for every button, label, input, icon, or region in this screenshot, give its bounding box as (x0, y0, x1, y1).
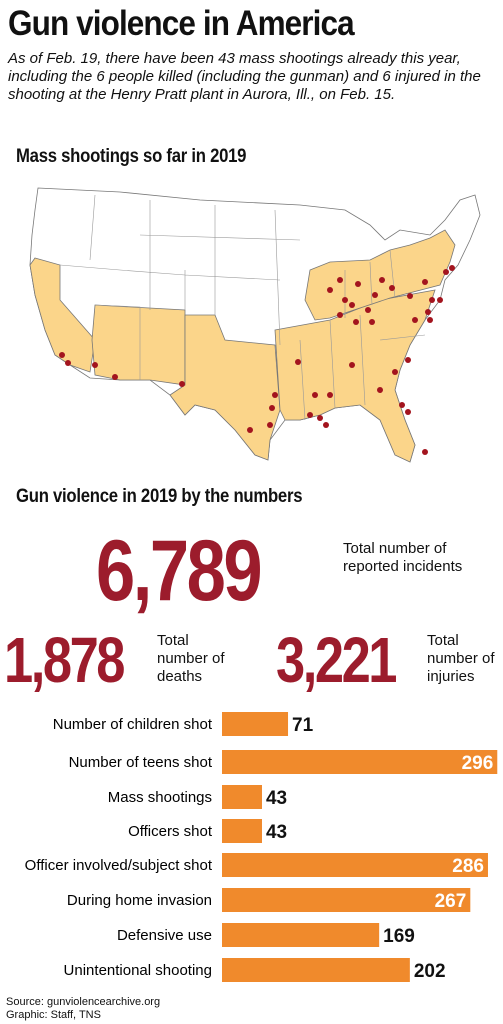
value-label: 267 (435, 891, 467, 912)
bar-label: Defensive use (117, 927, 212, 944)
bar-label: Unintentional shooting (64, 962, 212, 979)
map-title: Mass shootings so far in 2019 (16, 146, 247, 167)
stats-title: Gun violence in 2019 by the numbers (16, 486, 303, 507)
bar-label: Number of children shot (53, 716, 213, 733)
bar (222, 785, 262, 809)
subtitle: As of Feb. 19, there have been 43 mass s… (8, 50, 481, 103)
highlighted-states (29, 229, 456, 463)
value-label: 296 (462, 753, 494, 774)
value-label: 43 (266, 788, 287, 809)
credit: Graphic: Staff, TNS (6, 1009, 101, 1021)
big-number: 3,221 (276, 624, 397, 696)
bar (222, 888, 471, 912)
bar (222, 712, 289, 736)
state-borders (59, 194, 426, 421)
shooting-dots (59, 265, 455, 455)
stat-label: Total number of deaths (157, 632, 225, 685)
bar (222, 819, 262, 843)
value-label: 71 (292, 715, 314, 736)
bar (222, 750, 498, 774)
value-label: 202 (414, 961, 446, 982)
bar-label: During home invasion (67, 892, 212, 909)
value-label: 43 (266, 822, 287, 843)
stat-label: Total number of reported incidents (343, 540, 463, 575)
big-number: 1,878 (4, 624, 125, 696)
title: Gun violence in America (8, 4, 355, 43)
bar-label: Officer involved/subject shot (25, 857, 213, 874)
bar-label: Officers shot (128, 823, 213, 840)
bar (222, 958, 410, 982)
source: Source: gunviolencearchive.org (6, 996, 161, 1008)
value-label: 286 (452, 856, 484, 877)
value-label: 169 (383, 926, 415, 947)
stat-label: Total number of injuries (427, 632, 495, 685)
bar (222, 923, 380, 947)
bar-label: Number of teens shot (69, 754, 213, 771)
bar-label: Mass shootings (108, 789, 212, 806)
bar-chart: Number of children shot 71 Number of teens… (25, 712, 498, 982)
bar (222, 853, 488, 877)
us-map (29, 187, 481, 463)
big-number: 6,789 (96, 523, 263, 619)
